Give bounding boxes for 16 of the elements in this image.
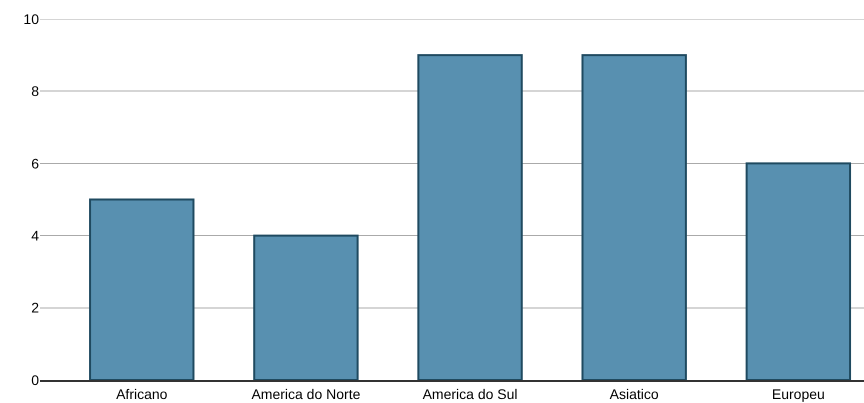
y-tick-label: 6 [31, 155, 40, 172]
x-tick-label: Asiatico [610, 386, 659, 402]
bar [746, 162, 852, 380]
x-tick-label: America do Norte [251, 386, 361, 402]
x-tick-label: Europeu [772, 386, 825, 402]
bar [417, 54, 523, 380]
y-tick-label: 10 [23, 10, 40, 27]
bar [253, 234, 359, 380]
y-tick-label: 4 [31, 228, 40, 244]
bar [581, 54, 687, 380]
bar [89, 198, 194, 380]
x-tick-label: Africano [116, 386, 168, 402]
x-tick-label: America do Sul [422, 386, 518, 402]
y-tick-label: 2 [31, 300, 40, 316]
y-tick-label: 8 [31, 83, 40, 100]
y-tick-label: 0 [31, 372, 40, 388]
